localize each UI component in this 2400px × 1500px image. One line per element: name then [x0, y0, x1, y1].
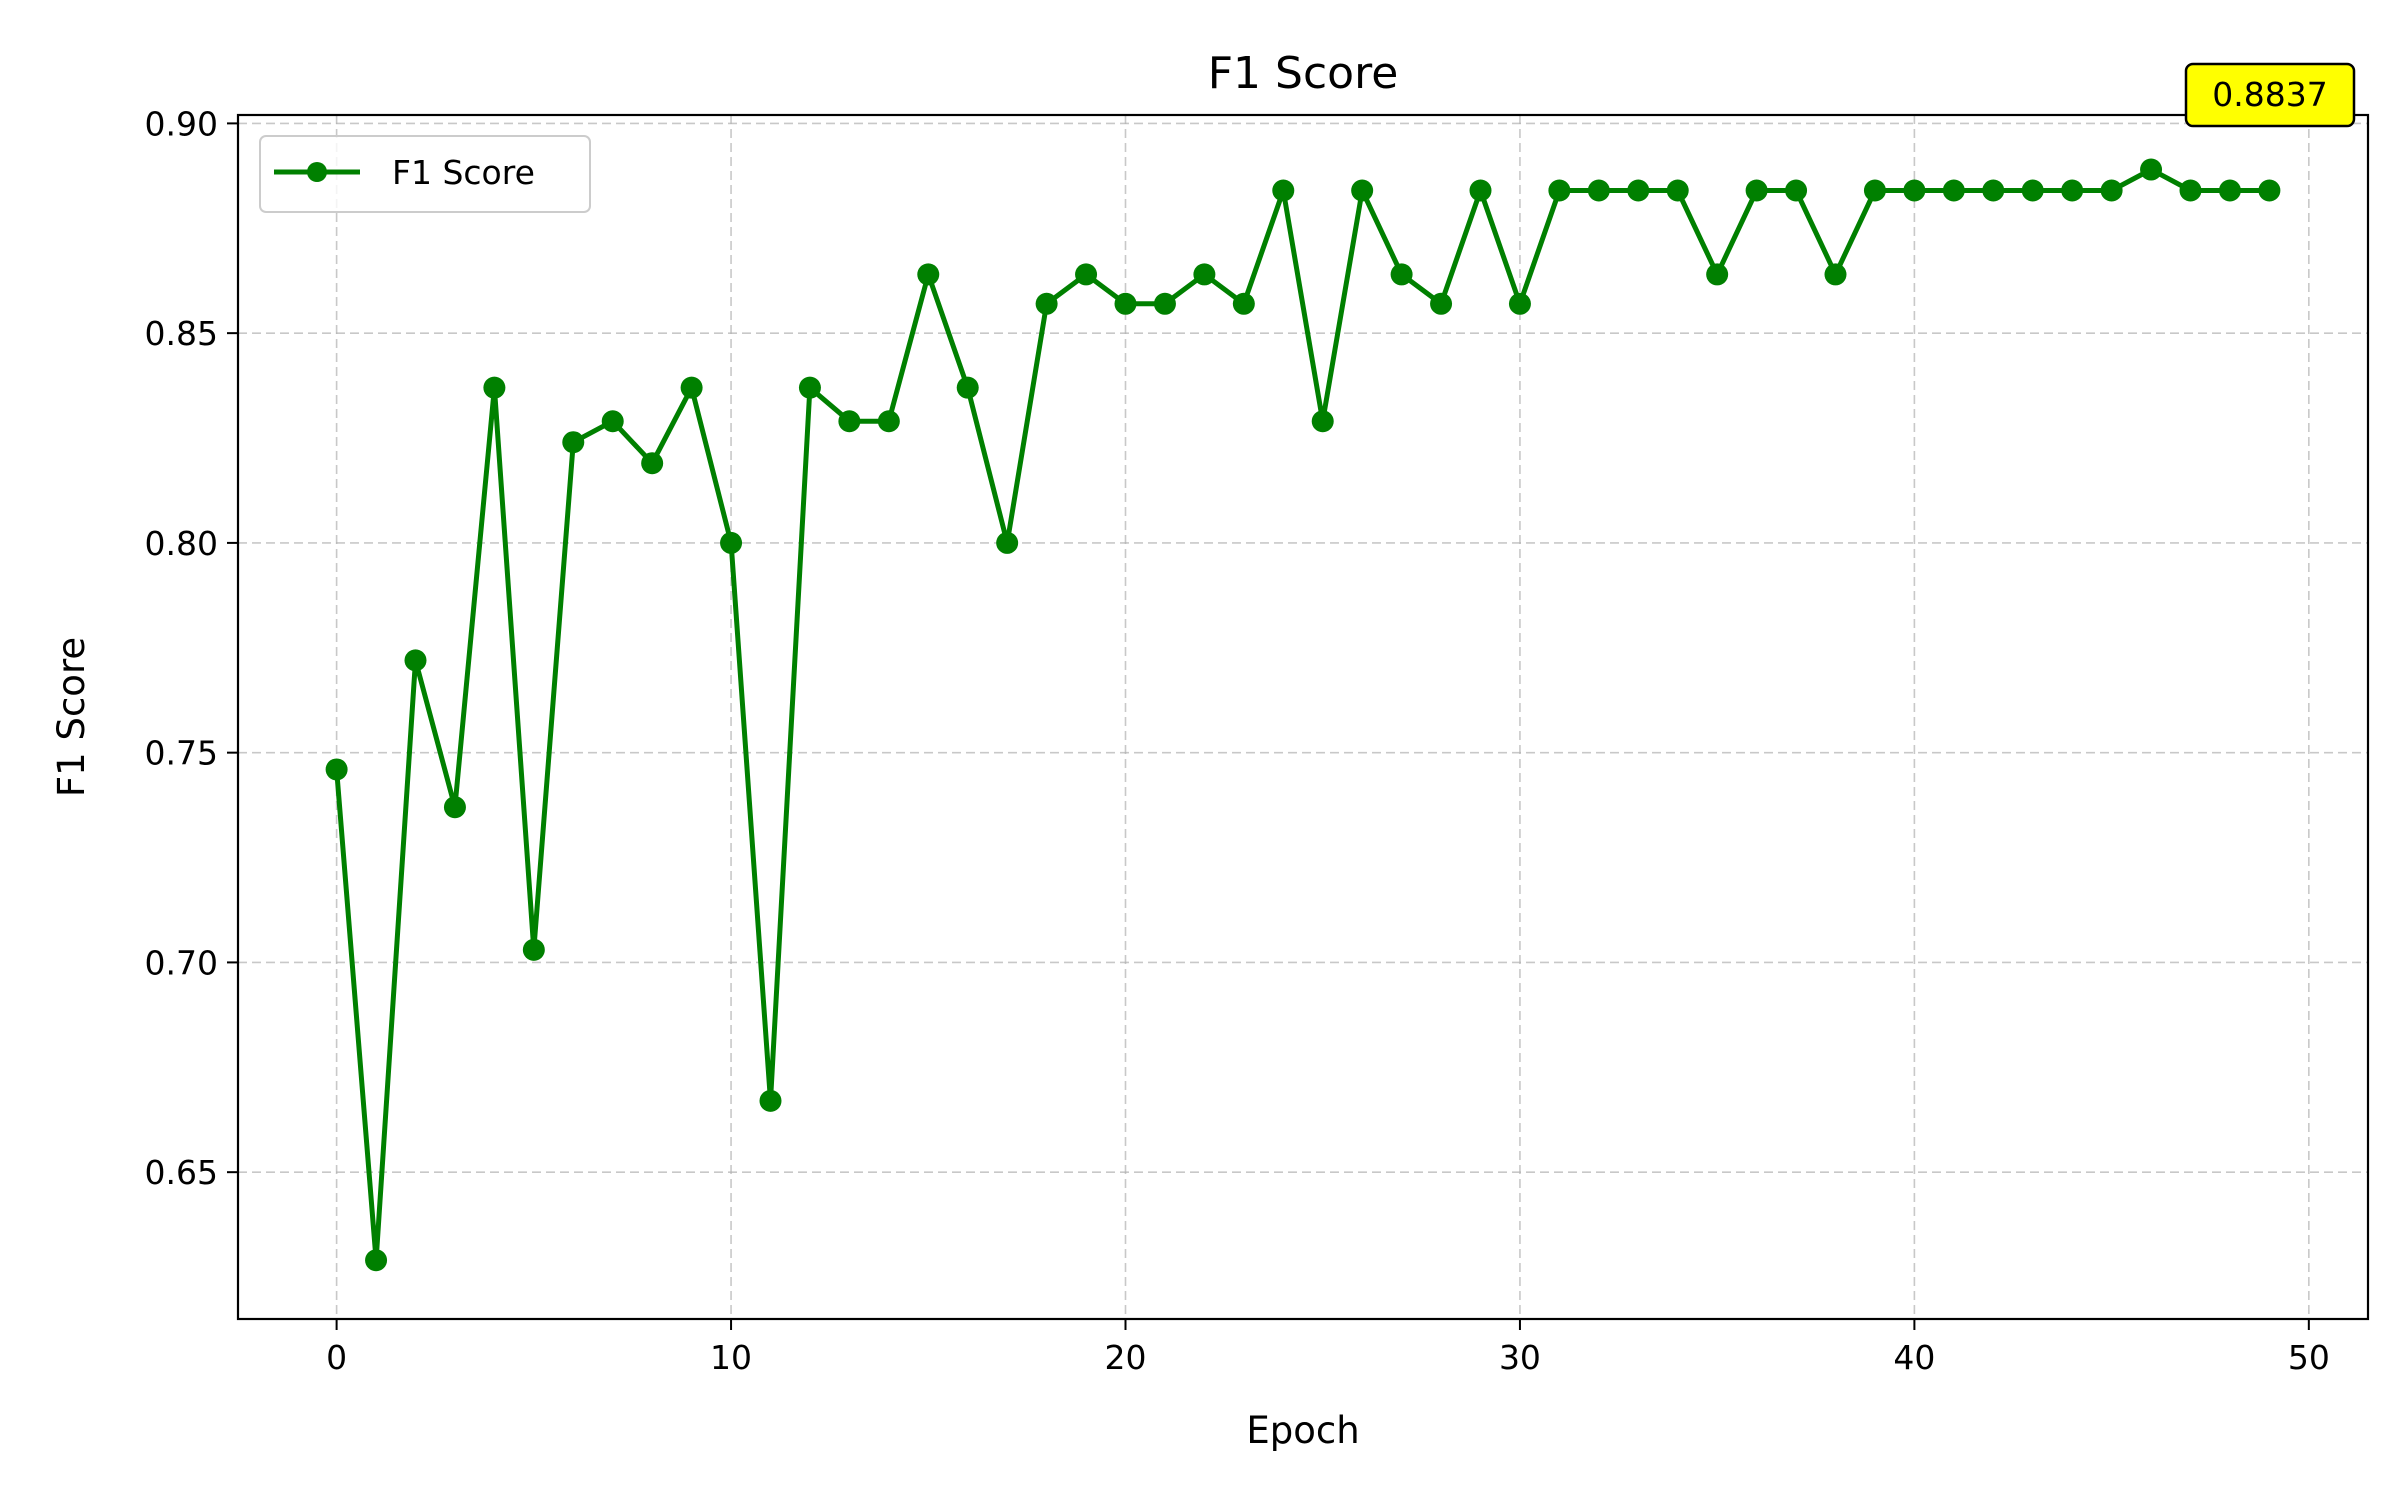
data-point: [1942, 179, 1965, 202]
data-point: [325, 758, 348, 781]
tick-marks: [227, 122, 2310, 1330]
data-point: [1587, 179, 1610, 202]
x-tick-label: 10: [710, 1338, 752, 1377]
data-point: [1548, 179, 1571, 202]
data-point: [1311, 410, 1334, 433]
data-point: [1430, 292, 1453, 315]
data-point: [522, 938, 545, 961]
data-point: [1193, 263, 1216, 286]
data-point: [956, 376, 979, 399]
x-tick-label: 50: [2288, 1338, 2330, 1377]
data-point: [562, 431, 585, 454]
data-point: [641, 452, 664, 475]
data-point: [2100, 179, 2123, 202]
data-point: [838, 410, 861, 433]
data-point: [1627, 179, 1650, 202]
data-point: [1390, 263, 1413, 286]
y-tick-label: 0.80: [145, 524, 218, 563]
legend: F1 Score: [259, 135, 591, 213]
y-tick-label: 0.70: [145, 943, 218, 982]
y-axis-label: F1 Score: [50, 637, 93, 797]
data-point: [1153, 292, 1176, 315]
data-point: [404, 649, 427, 672]
legend-entry-f1-score: F1 Score: [392, 153, 535, 192]
data-point: [2021, 179, 2044, 202]
data-point: [2140, 158, 2163, 181]
series-layer: [325, 158, 2281, 1272]
data-point: [2179, 179, 2202, 202]
annotation-box: [2184, 62, 2356, 128]
legend-box: [259, 135, 591, 213]
y-tick-label: 0.65: [145, 1153, 218, 1192]
data-point: [2061, 179, 2084, 202]
grid-lines: [238, 115, 2368, 1319]
data-point: [1035, 292, 1058, 315]
axes-frame: [236, 113, 2370, 1321]
data-point: [483, 376, 506, 399]
x-tick-label: 0: [326, 1338, 347, 1377]
annotation-label: 0.8837: [2212, 75, 2327, 114]
data-point: [877, 410, 900, 433]
x-tick-label: 20: [1105, 1338, 1147, 1377]
data-point: [996, 531, 1019, 554]
chart-title: F1 Score: [1208, 48, 1399, 99]
y-tick-label: 0.90: [145, 104, 218, 143]
data-point: [443, 796, 466, 819]
y-tick-label: 0.75: [145, 734, 218, 773]
data-point: [601, 410, 624, 433]
data-point: [1232, 292, 1255, 315]
data-point: [798, 376, 821, 399]
data-point: [1075, 263, 1098, 286]
data-point: [1666, 179, 1689, 202]
data-point: [1903, 179, 1926, 202]
y-tick-label: 0.85: [145, 314, 218, 353]
data-point: [1706, 263, 1729, 286]
data-point: [1272, 179, 1295, 202]
x-tick-label: 40: [1893, 1338, 1935, 1377]
x-axis-label: Epoch: [1246, 1409, 1359, 1452]
data-point: [1351, 179, 1374, 202]
data-point: [2258, 179, 2281, 202]
data-point: [917, 263, 940, 286]
data-point: [1863, 179, 1886, 202]
data-point: [1469, 179, 1492, 202]
data-point: [365, 1249, 388, 1272]
data-point: [759, 1089, 782, 1112]
data-point: [720, 531, 743, 554]
data-point: [1508, 292, 1531, 315]
x-tick-label: 30: [1499, 1338, 1541, 1377]
legend-marker-swatch: [307, 162, 327, 182]
data-point: [1745, 179, 1768, 202]
data-point: [1824, 263, 1847, 286]
x-tick-labels: 0 10 20 30 40 50: [326, 1338, 2330, 1377]
max-annotation: 0.8837: [2184, 62, 2356, 128]
data-point: [1785, 179, 1808, 202]
data-point: [1114, 292, 1137, 315]
data-point: [680, 376, 703, 399]
data-point: [2218, 179, 2241, 202]
y-tick-labels: 0.65 0.70 0.75 0.80 0.85 0.90: [145, 104, 218, 1192]
data-point: [1982, 179, 2005, 202]
